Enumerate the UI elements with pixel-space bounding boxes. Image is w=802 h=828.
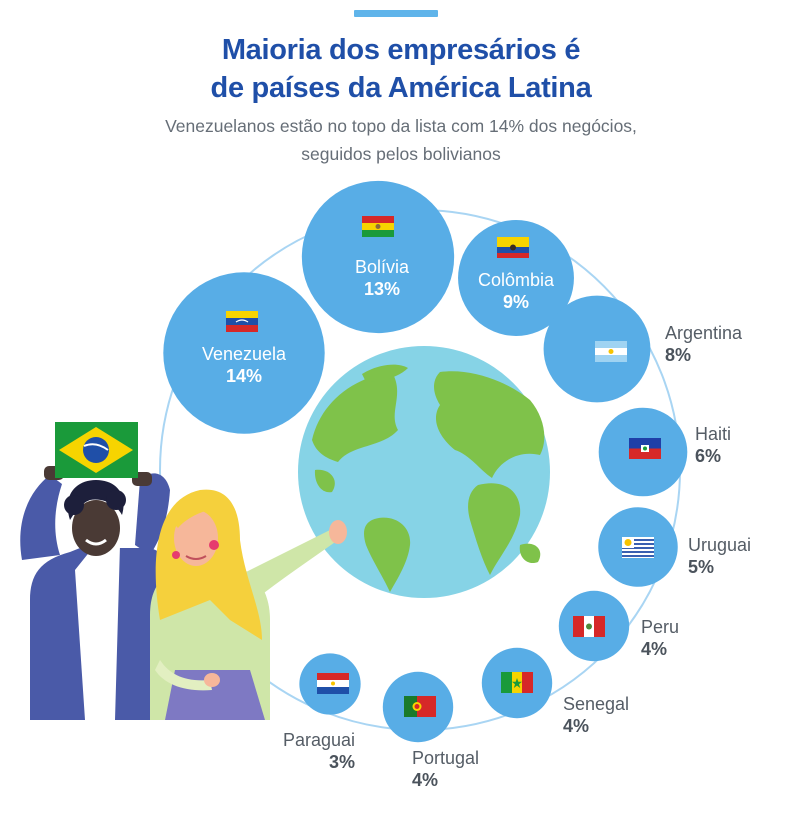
senegal-flag-icon [501, 672, 533, 693]
label-peru: Peru 4% [641, 616, 679, 660]
colombia-flag-icon [497, 237, 529, 258]
label-venezuela: Venezuela 14% [169, 343, 319, 387]
label-portugal: Portugal 4% [412, 747, 479, 791]
label-colombia: Colômbia 9% [441, 269, 591, 313]
bubble-colombia [458, 220, 574, 336]
label-paraguai: Paraguai 3% [273, 729, 355, 773]
label-haiti: Haiti 6% [695, 423, 731, 467]
paraguai-flag-icon [317, 673, 349, 694]
bubble-bolivia [301, 180, 455, 334]
label-senegal: Senegal 4% [563, 693, 629, 737]
country-name: Argentina [665, 323, 743, 343]
argentina-flag-icon [595, 341, 627, 362]
woman-face [174, 510, 218, 566]
country-value: 3% [328, 752, 355, 772]
label-argentina: Argentina 8% [665, 322, 742, 366]
people-illustration [20, 422, 347, 720]
country-name: Senegal [563, 694, 630, 714]
country-value: 9% [502, 292, 529, 312]
country-value: 4% [563, 716, 590, 736]
country-name: Paraguai [282, 730, 355, 750]
bolivia-flag-icon [362, 216, 394, 237]
peru-flag-icon [573, 616, 605, 637]
label-uruguai: Uruguai 5% [688, 534, 751, 578]
country-value: 5% [688, 557, 715, 577]
globe-icon [298, 346, 550, 598]
bubble-venezuela [163, 272, 325, 434]
country-name: Haiti [695, 424, 732, 444]
chart-title-line-1: Maioria dos empresários é [221, 34, 581, 66]
country-name: Peru [641, 617, 680, 637]
country-name: Venezuela [201, 344, 287, 364]
country-value: 6% [695, 446, 722, 466]
label-bolivia: Bolívia 13% [307, 256, 457, 300]
country-value: 4% [412, 770, 439, 790]
chart-title-line-2: de países da América Latina [210, 72, 592, 104]
chart-subtitle-line-1: Venezuelanos estão no topo da lista com … [165, 116, 637, 136]
chart-subtitle-line-2: seguidos pelos bolivianos [301, 144, 501, 164]
country-name: Uruguai [688, 535, 752, 555]
country-name: Colômbia [477, 270, 555, 290]
man-face [72, 500, 120, 556]
venezuela-flag-icon [226, 311, 258, 332]
brazil-flag-icon [55, 422, 138, 478]
country-name: Bolívia [354, 257, 410, 277]
uruguai-flag-icon [622, 537, 654, 558]
header-accent-bar [354, 10, 438, 17]
haiti-flag-icon [629, 438, 661, 459]
country-value: 8% [665, 345, 692, 365]
country-value: 13% [363, 279, 401, 299]
country-value: 4% [641, 639, 668, 659]
country-value: 14% [225, 366, 263, 386]
bubble-group [163, 180, 688, 743]
country-name: Portugal [412, 748, 480, 768]
portugal-flag-icon [404, 696, 436, 717]
